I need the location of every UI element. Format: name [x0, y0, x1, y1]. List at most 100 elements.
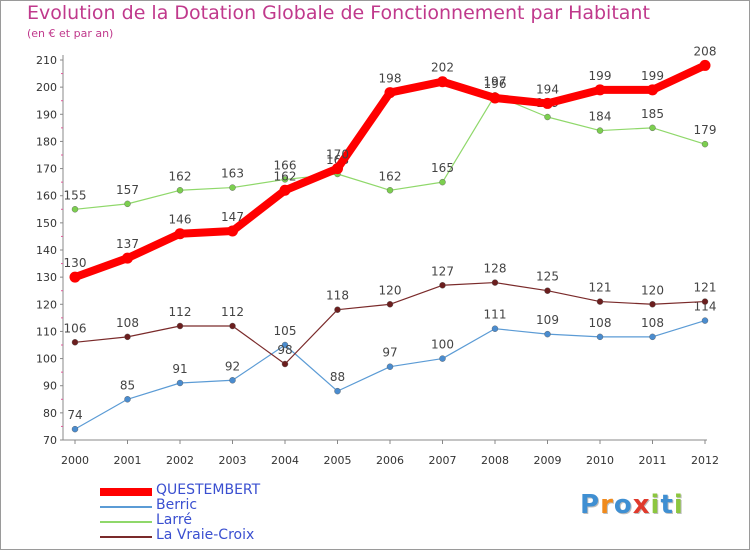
data-label: 199	[641, 69, 664, 83]
data-point	[386, 301, 394, 308]
data-point	[489, 92, 501, 104]
data-label: 147	[221, 210, 244, 224]
data-point	[701, 317, 709, 324]
logo-letter: t	[660, 490, 674, 520]
y-tick-label: 170	[36, 163, 57, 176]
series-line	[74, 319, 706, 430]
data-point	[281, 176, 289, 183]
data-label: 163	[221, 167, 244, 181]
data-point	[596, 333, 604, 341]
data-label: 162	[169, 169, 192, 183]
data-label: 184	[589, 110, 612, 124]
data-label: 130	[64, 256, 87, 270]
data-point	[596, 127, 604, 134]
legend-swatch	[100, 521, 152, 523]
data-point	[71, 339, 79, 346]
data-label: 202	[431, 61, 454, 75]
x-tick-label: 2000	[61, 454, 89, 467]
data-point	[544, 330, 551, 338]
data-point	[229, 322, 236, 330]
data-label: 170	[326, 148, 349, 162]
data-point	[176, 322, 184, 330]
data-point	[439, 282, 446, 289]
data-point	[386, 363, 394, 370]
x-tick-label: 2004	[271, 454, 299, 467]
data-label: 109	[536, 313, 559, 327]
data-point	[384, 87, 396, 99]
legend-swatch	[100, 536, 152, 538]
data-point	[281, 360, 289, 368]
data-point	[229, 377, 236, 384]
data-point	[71, 425, 79, 433]
data-label: 111	[484, 308, 507, 322]
data-point	[334, 306, 341, 313]
data-label: 198	[379, 72, 402, 86]
legend-swatch	[100, 506, 152, 508]
data-label: 118	[326, 289, 349, 303]
data-label: 194	[536, 82, 559, 96]
y-tick-label: 100	[36, 353, 57, 366]
data-label: 208	[694, 44, 717, 58]
data-label: 128	[484, 262, 507, 276]
chart-subtitle: (en € et par an)	[27, 27, 114, 40]
data-label: 137	[116, 237, 139, 251]
data-label: 162	[274, 169, 297, 183]
data-point	[227, 225, 238, 237]
data-point	[279, 184, 291, 196]
data-point	[439, 178, 446, 186]
legend-label: Larré	[156, 512, 192, 528]
data-point	[649, 333, 656, 341]
data-label: 162	[379, 169, 402, 183]
data-label: 100	[431, 338, 454, 352]
data-point	[174, 228, 186, 240]
y-tick-label: 90	[43, 380, 57, 393]
data-label: 121	[694, 281, 717, 295]
data-point	[491, 279, 499, 286]
y-tick-label: 80	[43, 407, 57, 420]
data-label: 197	[484, 74, 507, 88]
data-label: 185	[641, 107, 664, 121]
data-label: 112	[221, 305, 244, 319]
y-tick-label: 110	[36, 325, 57, 338]
data-label: 112	[169, 305, 192, 319]
x-tick-label: 2009	[534, 454, 562, 467]
data-label: 199	[589, 69, 612, 83]
proxiti-logo: Proxiti	[580, 490, 684, 520]
data-point	[124, 333, 131, 341]
x-tick-label: 2007	[429, 454, 457, 467]
x-tick-label: 2003	[219, 454, 247, 467]
y-tick-label: 70	[43, 434, 57, 447]
data-point	[594, 84, 606, 96]
y-tick-label: 180	[36, 135, 57, 148]
y-tick-label: 190	[36, 108, 57, 121]
data-point	[649, 301, 656, 308]
data-point	[124, 200, 131, 208]
legend-label: Berric	[156, 497, 198, 513]
chart-title: Evolution de la Dotation Globale de Fonc…	[27, 2, 650, 24]
y-tick-label: 200	[36, 81, 57, 94]
data-point	[176, 379, 184, 387]
data-point	[69, 271, 81, 283]
x-tick-label: 2005	[324, 454, 352, 467]
x-tick-label: 2011	[639, 454, 667, 467]
data-label: 127	[431, 264, 454, 278]
y-tick-label: 130	[36, 271, 57, 284]
data-label: 120	[379, 283, 402, 297]
data-point	[71, 206, 79, 213]
data-point	[386, 187, 394, 194]
legend-label: La Vraie-Croix	[156, 527, 255, 543]
data-point	[281, 341, 289, 349]
data-point	[701, 140, 709, 148]
data-label: 179	[694, 123, 717, 137]
data-label: 155	[64, 188, 87, 202]
data-label: 108	[116, 316, 139, 330]
data-point	[542, 97, 553, 109]
y-tick-label: 160	[36, 190, 57, 203]
data-point	[439, 355, 446, 362]
data-point	[437, 76, 448, 88]
logo-letter: P	[580, 490, 601, 520]
data-label: 108	[641, 316, 664, 330]
data-point	[596, 298, 604, 305]
data-label: 106	[64, 321, 87, 335]
data-point	[544, 287, 551, 294]
